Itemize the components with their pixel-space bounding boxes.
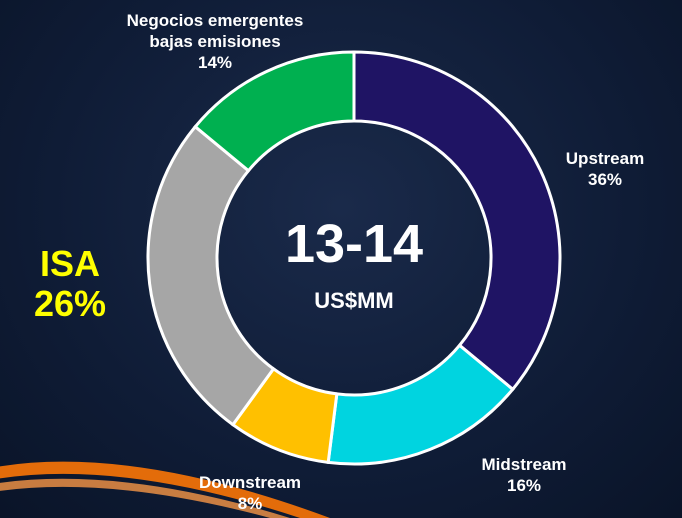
category-label: Midstream	[454, 454, 594, 475]
value-label: 26%	[10, 284, 130, 324]
center-title: 13-14	[285, 214, 423, 274]
slide: 13-14 US$MM Upstream36% Midstream16% Downs…	[0, 0, 682, 518]
category-label: Downstream	[165, 472, 335, 493]
value-label: 36%	[545, 169, 665, 190]
category-label: Negocios emergentes bajas emisiones	[110, 10, 320, 52]
category-label: ISA	[10, 244, 130, 284]
category-label: Upstream	[545, 148, 665, 169]
center-subtitle: US$MM	[314, 288, 393, 314]
value-label: 16%	[454, 475, 594, 496]
value-label: 14%	[110, 52, 320, 73]
donut-slice	[148, 127, 273, 425]
value-label: 8%	[165, 493, 335, 514]
